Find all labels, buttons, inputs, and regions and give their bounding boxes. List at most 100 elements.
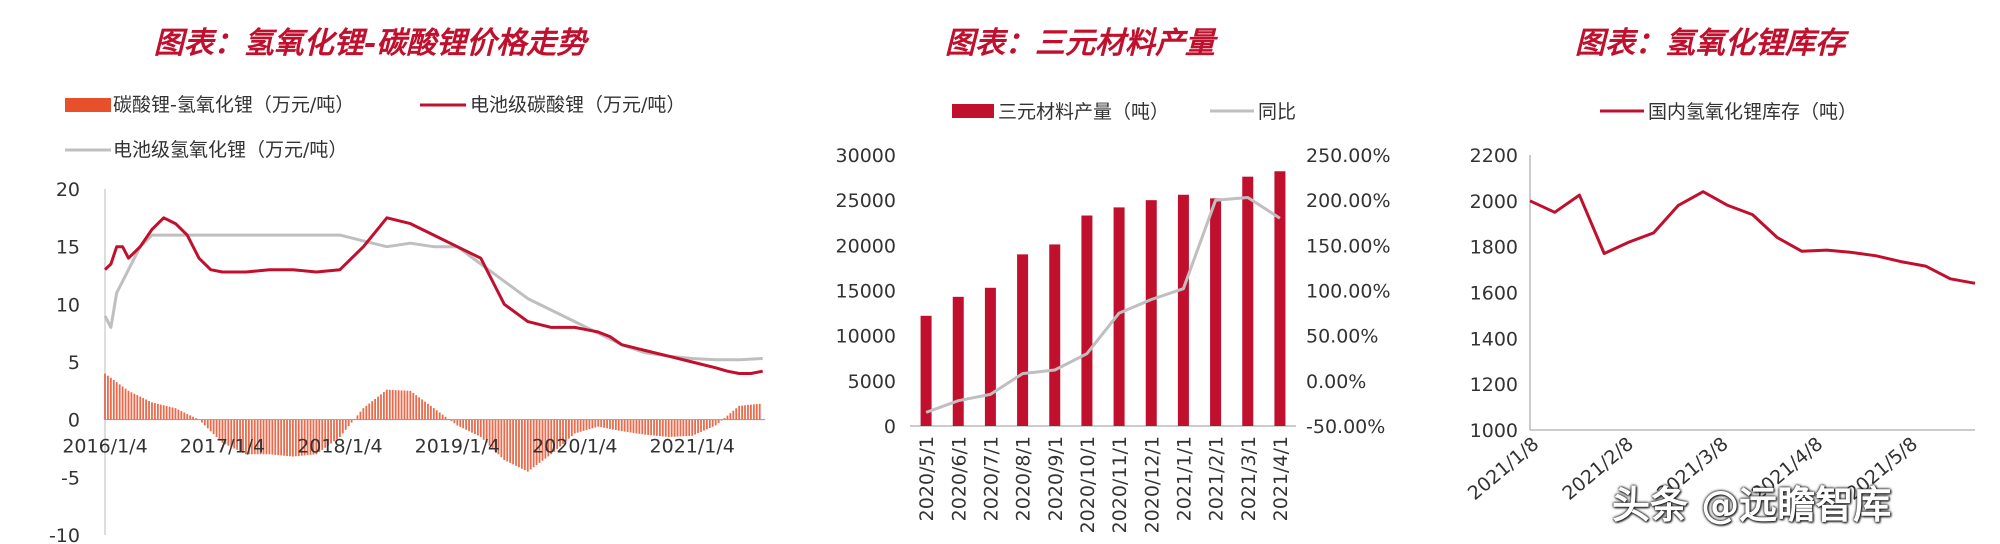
spread-bar [209,419,212,432]
spread-bar [356,415,359,420]
spread-bar [726,415,729,420]
x-tick-label: 2017/1/4 [180,436,265,458]
chart-title: 图表：氢氧化锂-碳酸锂价格走势 [153,26,587,61]
production-bar [1274,171,1286,426]
spread-bar [415,395,418,420]
spread-bar [612,419,614,430]
spread-bar [744,405,746,420]
spread-bar [409,390,412,420]
spread-bar [189,415,192,420]
production-bar [1113,207,1125,426]
spread-bar [503,419,506,461]
spread-bar [735,408,738,420]
spread-bar [218,419,221,440]
spread-bar [538,419,541,463]
spread-bar [656,419,658,436]
spread-bar [303,419,306,456]
spread-bar [441,414,444,420]
spread-bar [432,408,435,420]
y-tick-label: 15000 [836,281,896,303]
y-tick-label: 1400 [1470,328,1518,350]
spread-bar [474,419,476,435]
production-bar [952,296,964,426]
spread-bar [732,410,735,420]
spread-bar [230,419,233,448]
spread-bar [711,419,714,427]
spread-bar [418,397,421,420]
spread-bar [553,419,556,452]
spread-bar [485,419,488,443]
spread-bar [723,418,726,420]
x-tick-label: 2021/1/1 [1173,436,1195,521]
chart-title: 图表：氢氧化锂库存 [1575,26,1845,61]
spread-bar [703,419,705,431]
x-tick-label: 2019/1/4 [415,436,500,458]
spread-bar [312,419,315,455]
spread-bar [450,419,453,422]
spread-bar [494,419,497,452]
spread-bar [292,419,294,457]
spread-bar [215,419,218,437]
spread-bar [336,419,338,440]
spread-bar [297,419,300,456]
spread-bar [588,419,591,430]
spread-bar [397,390,400,420]
spread-bar [206,419,209,429]
spread-bar [747,404,749,420]
spread-bar [676,419,679,437]
spread-bar [547,419,550,457]
spread-bar [570,419,573,437]
y-tick-label: 15 [56,237,80,259]
x-tick-label: 2021/4/1 [1270,436,1292,521]
spread-bar [121,386,124,420]
spread-bar [438,412,441,420]
y-tick-label: 5000 [848,371,896,393]
spread-bar [603,419,606,428]
y-tick-label: 2000 [1470,191,1518,213]
spread-bar [142,398,145,420]
spread-bar [594,419,597,428]
spread-bar [300,419,303,456]
spread-bar [573,419,576,434]
spread-bar [550,419,553,455]
spread-bar [186,413,189,420]
spread-bar [112,380,115,420]
series-line-yoy [925,196,1281,414]
spread-bar [139,396,142,420]
x-tick-label: 2020/6/1 [948,436,970,521]
spread-bar [262,419,265,455]
spread-bar [294,419,297,457]
y-tick-label: 1200 [1470,374,1518,396]
spread-bar [256,419,259,455]
spread-bar [377,396,379,420]
spread-bar [591,419,594,429]
spread-bar [559,419,561,447]
spread-bar [130,392,133,420]
legend-label-hydroxide: 电池级氢氧化锂（万元/吨） [113,139,347,161]
spread-bar [350,419,353,423]
legend-swatch-spread [65,98,111,112]
spread-bar [242,419,244,453]
spread-bar [306,419,309,456]
spread-bar [653,419,655,436]
spread-bar [380,394,382,420]
legend-swatch-production [952,104,994,118]
spread-bar [488,419,491,446]
spread-bar [705,419,708,430]
spread-bar [118,384,121,420]
spread-bar [755,404,758,420]
x-tick-label: 2020/5/1 [916,436,938,521]
spread-bar [497,419,500,455]
series-line-inventory [1529,190,1976,285]
spread-bar [697,419,699,434]
spread-bar [159,404,162,420]
chart-title: 图表：三元材料产量 [945,26,1215,61]
spread-bar [151,402,153,420]
spread-bar [491,419,494,449]
spread-bar [635,419,638,434]
y2-tick-label: 200.00% [1306,190,1391,212]
y-tick-label: 2200 [1470,145,1518,167]
x-tick-label: 2020/11/1 [1109,436,1131,533]
spread-bar [641,419,644,435]
spread-bar [165,405,168,420]
